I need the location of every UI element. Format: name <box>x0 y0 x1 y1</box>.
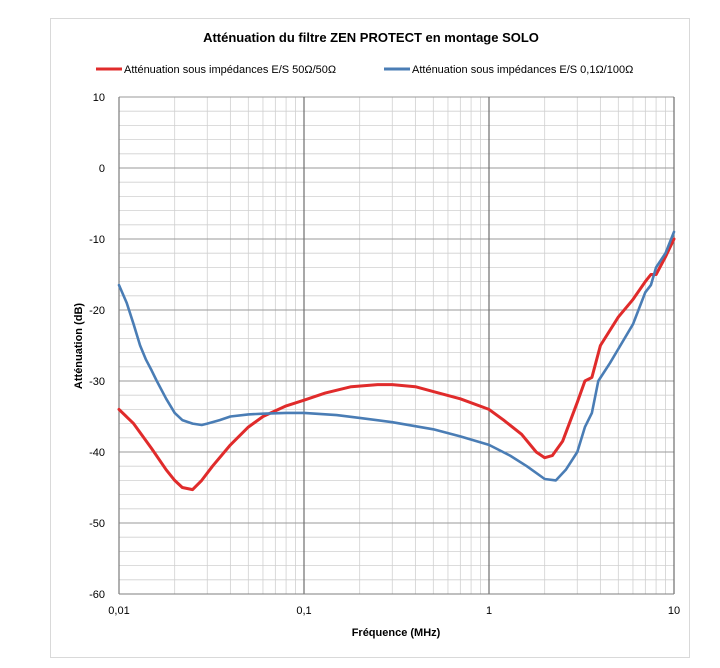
legend: Atténuation sous impédances E/S 50Ω/50Ω … <box>96 64 633 76</box>
x-axis-title: Fréquence (MHz) <box>352 627 441 639</box>
tick-labels: 10 0 -10 -20 -30 -40 -50 -600,01 0,1 1 10 <box>89 92 680 617</box>
y-axis-title: Atténuation (dB) <box>73 303 85 389</box>
y-tick-label: 0 <box>99 163 105 175</box>
y-tick-label: -60 <box>89 589 105 601</box>
x-tick-label: 0,01 <box>108 605 129 617</box>
series-line-1 <box>117 237 676 492</box>
y-tick-label: -10 <box>89 234 105 246</box>
series-line-2 <box>117 230 676 482</box>
y-tick-label: -20 <box>89 305 105 317</box>
y-tick-label: -40 <box>89 447 105 459</box>
legend-label-series-2: Atténuation sous impédances E/S 0,1Ω/100… <box>412 64 633 76</box>
legend-label-series-1: Atténuation sous impédances E/S 50Ω/50Ω <box>124 64 336 76</box>
series-group <box>117 230 676 492</box>
x-tick-label: 10 <box>668 605 680 617</box>
x-tick-label: 1 <box>486 605 492 617</box>
chart-title: Atténuation du filtre ZEN PROTECT en mon… <box>203 30 539 45</box>
x-tick-label: 0,1 <box>296 605 311 617</box>
y-tick-label: -50 <box>89 518 105 530</box>
y-tick-label: 10 <box>93 92 105 104</box>
grid <box>118 96 675 595</box>
y-tick-label: -30 <box>89 376 105 388</box>
